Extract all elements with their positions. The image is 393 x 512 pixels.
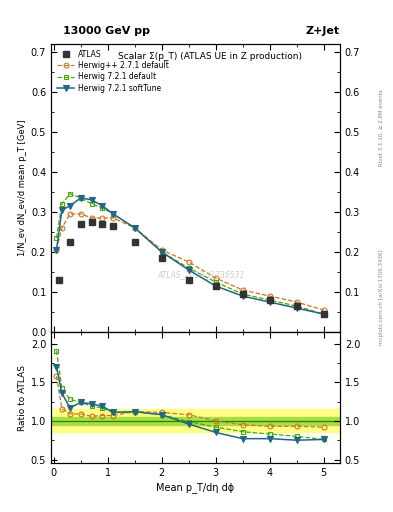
Bar <box>51 417 340 425</box>
Bar <box>51 409 340 433</box>
Text: Rivet 3.1.10, ≥ 2.8M events: Rivet 3.1.10, ≥ 2.8M events <box>379 90 384 166</box>
Legend: ATLAS, Herwig++ 2.7.1 default, Herwig 7.2.1 default, Herwig 7.2.1 softTune: ATLAS, Herwig++ 2.7.1 default, Herwig 7.… <box>55 47 171 95</box>
Text: mcplots.cern.ch [arXiv:1306.3436]: mcplots.cern.ch [arXiv:1306.3436] <box>379 249 384 345</box>
Y-axis label: 1/N_ev dN_ev/d mean p_T [GeV]: 1/N_ev dN_ev/d mean p_T [GeV] <box>18 119 27 256</box>
Y-axis label: Ratio to ATLAS: Ratio to ATLAS <box>18 365 27 431</box>
Text: Z+Jet: Z+Jet <box>306 26 340 36</box>
Text: 13000 GeV pp: 13000 GeV pp <box>63 26 150 36</box>
Text: ATLAS_2019_I1736531: ATLAS_2019_I1736531 <box>158 270 245 279</box>
Text: Scalar Σ(p_T) (ATLAS UE in Z production): Scalar Σ(p_T) (ATLAS UE in Z production) <box>118 52 302 61</box>
X-axis label: Mean p_T/dη dϕ: Mean p_T/dη dϕ <box>156 482 235 493</box>
